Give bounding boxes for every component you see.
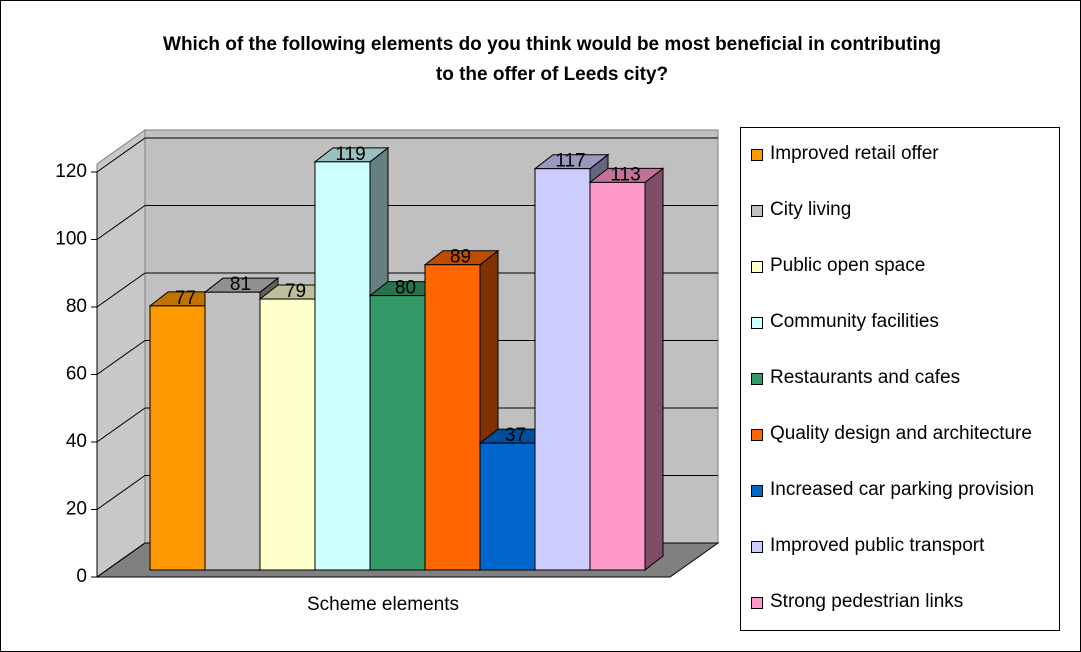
legend-label: Community facilities	[770, 311, 939, 332]
legend-swatch	[751, 541, 763, 553]
y-tick-label: 40	[66, 431, 87, 452]
grid-line	[96, 340, 146, 375]
y-tick-label: 60	[66, 364, 87, 385]
grid-line	[96, 542, 146, 578]
bar	[589, 181, 646, 571]
legend-label: Quality design and architecture	[770, 423, 1032, 444]
legend-swatch	[751, 597, 763, 609]
legend-label: Improved public transport	[770, 535, 985, 556]
legend-label: Increased car parking provision	[770, 479, 1035, 500]
legend-label: City living	[770, 199, 852, 220]
x-axis-label: Scheme elements	[307, 594, 459, 615]
legend-swatch	[751, 373, 763, 385]
side-wall	[96, 129, 146, 578]
grid-line	[96, 407, 146, 443]
y-tick-label: 0	[76, 566, 87, 587]
bar	[534, 168, 591, 571]
data-label: 81	[230, 274, 251, 295]
legend-label: Strong pedestrian links	[770, 591, 964, 612]
legend-swatch	[751, 429, 763, 441]
legend-swatch	[751, 261, 763, 273]
grid-line	[96, 272, 146, 308]
bar	[479, 442, 536, 571]
data-label: 113	[610, 164, 640, 185]
data-label: 79	[285, 281, 306, 302]
legend-label: Public open space	[770, 255, 926, 276]
grid-line	[96, 205, 146, 240]
legend-swatch	[751, 317, 763, 329]
data-label: 117	[555, 151, 585, 172]
bar	[149, 305, 206, 571]
y-tick-label: 20	[66, 499, 87, 520]
bar	[369, 295, 426, 571]
legend-label: Restaurants and cafes	[770, 367, 961, 388]
chart-title: Which of the following elements do you t…	[163, 34, 941, 85]
bar	[259, 298, 316, 571]
data-label: 119	[335, 144, 365, 165]
legend-swatch	[751, 205, 763, 217]
data-label: 89	[450, 247, 471, 268]
legend-swatch	[751, 149, 763, 161]
data-label: 80	[395, 278, 416, 299]
grid-line	[96, 475, 146, 510]
data-label: 37	[505, 425, 526, 446]
bar	[204, 291, 261, 571]
data-label: 77	[175, 288, 196, 309]
y-tick-label: 80	[66, 296, 87, 317]
legend-swatch	[751, 485, 763, 497]
bar-side	[644, 167, 664, 572]
bar	[314, 161, 371, 571]
legend: Improved retail offer City living Public o…	[740, 127, 1060, 631]
bar	[424, 264, 481, 571]
y-tick-label: 100	[55, 229, 87, 250]
grid-line	[96, 137, 146, 173]
legend-label: Improved retail offer	[770, 143, 939, 164]
y-tick-label: 120	[55, 161, 87, 182]
